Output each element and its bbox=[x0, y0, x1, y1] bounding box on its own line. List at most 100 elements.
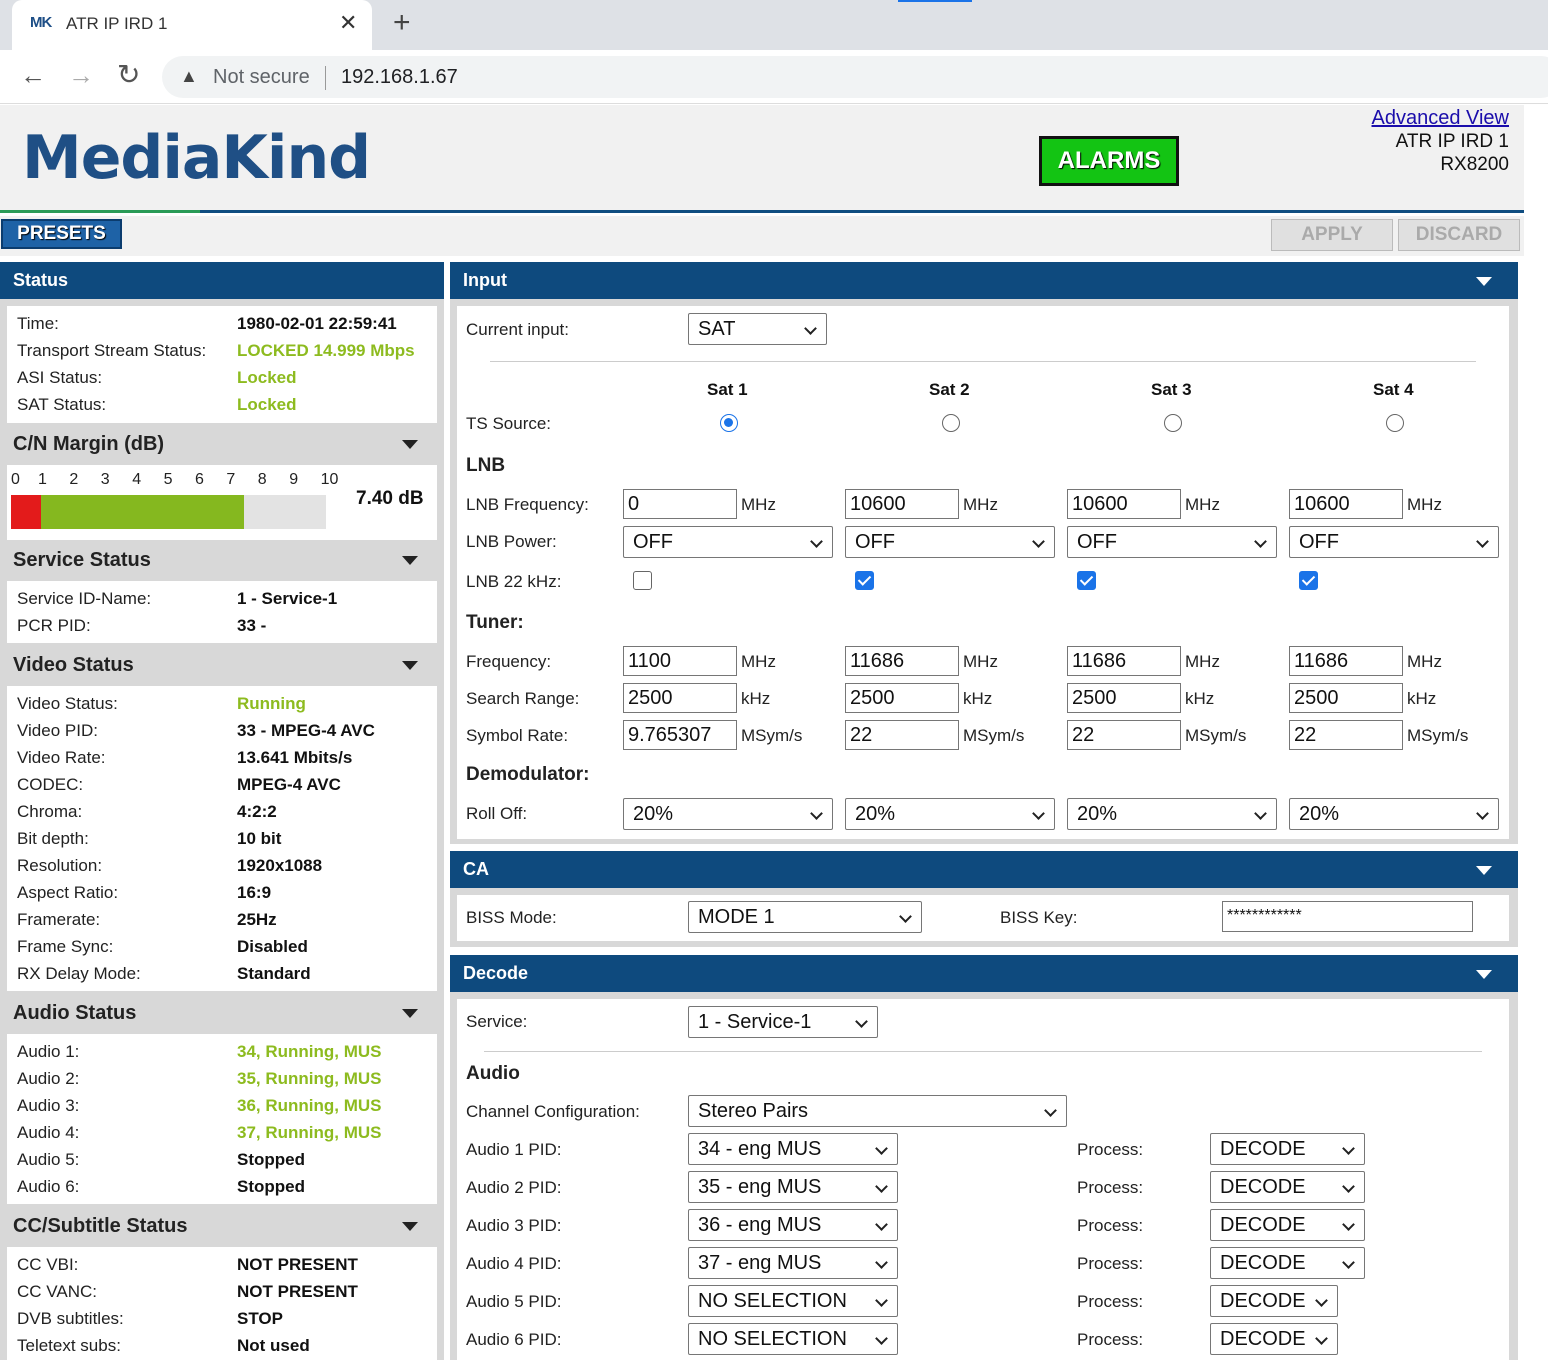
ca-header[interactable]: CA bbox=[450, 851, 1518, 888]
browser-tab[interactable]: MK ATR IP IRD 1 ✕ bbox=[12, 0, 372, 50]
frequency-input[interactable]: 11686 bbox=[1067, 646, 1181, 676]
close-tab-icon[interactable]: ✕ bbox=[339, 10, 358, 35]
collapse-icon[interactable] bbox=[1476, 970, 1492, 979]
lnb-22khz-checkbox[interactable] bbox=[1299, 571, 1318, 590]
collapse-icon[interactable] bbox=[402, 556, 418, 565]
tab-title: ATR IP IRD 1 bbox=[66, 14, 168, 33]
symbol-rate-input[interactable]: 22 bbox=[1289, 720, 1403, 750]
ca-box: BISS Mode: MODE 1 BISS Key: ************ bbox=[457, 895, 1509, 941]
cn-margin-header[interactable]: C/N Margin (dB) bbox=[0, 424, 444, 464]
lnb-frequency-input[interactable]: 10600 bbox=[1289, 489, 1403, 519]
mhz-unit: MHz bbox=[1185, 495, 1220, 514]
status-label: DVB subtitles: bbox=[17, 1309, 124, 1328]
browser-tab-bar: MK ATR IP IRD 1 ✕ + bbox=[0, 0, 1548, 50]
warning-icon[interactable]: ▲ bbox=[180, 66, 198, 86]
status-value: Standard bbox=[237, 964, 311, 983]
audio-pid-select[interactable]: 37 - eng MUS bbox=[688, 1247, 898, 1279]
process-select[interactable]: DECODE bbox=[1210, 1323, 1338, 1355]
cc-status-header[interactable]: CC/Subtitle Status bbox=[0, 1206, 444, 1246]
new-tab-icon[interactable]: + bbox=[393, 6, 411, 39]
biss-key-input[interactable]: ************ bbox=[1222, 901, 1473, 932]
collapse-icon[interactable] bbox=[402, 1009, 418, 1018]
current-input-select[interactable]: SAT bbox=[688, 313, 827, 345]
process-select[interactable]: DECODE bbox=[1210, 1171, 1365, 1203]
collapse-icon[interactable] bbox=[402, 661, 418, 670]
collapse-icon[interactable] bbox=[402, 440, 418, 449]
lnb-power-select[interactable]: OFF bbox=[1067, 526, 1277, 558]
alarms-button[interactable]: ALARMS bbox=[1039, 136, 1179, 186]
discard-button[interactable]: DISCARD bbox=[1398, 219, 1520, 251]
audio-pid-label: Audio 4 PID: bbox=[466, 1254, 562, 1273]
reload-icon[interactable]: ↻ bbox=[117, 59, 141, 90]
lnb-power-select[interactable]: OFF bbox=[623, 526, 833, 558]
roll-off-select[interactable]: 20% bbox=[845, 798, 1055, 830]
status-value: 34, Running, MUS bbox=[237, 1042, 382, 1061]
process-select[interactable]: DECODE bbox=[1210, 1209, 1365, 1241]
collapse-icon[interactable] bbox=[1476, 866, 1492, 875]
ts-source-radio[interactable] bbox=[1386, 414, 1404, 432]
symbol-rate-input[interactable]: 22 bbox=[1067, 720, 1181, 750]
apply-button[interactable]: APPLY bbox=[1271, 219, 1393, 251]
status-label: Transport Stream Status: bbox=[17, 341, 207, 360]
video-status-title: Video Status bbox=[13, 654, 134, 676]
collapse-icon[interactable] bbox=[402, 1222, 418, 1231]
status-value: Locked bbox=[237, 395, 297, 414]
forward-icon[interactable]: → bbox=[68, 60, 94, 90]
lnb-frequency-input[interactable]: 0 bbox=[623, 489, 737, 519]
ts-source-label: TS Source: bbox=[466, 414, 552, 433]
audio-pid-select[interactable]: 34 - eng MUS bbox=[688, 1133, 898, 1165]
decode-header[interactable]: Decode bbox=[450, 955, 1518, 992]
lnb-power-select[interactable]: OFF bbox=[845, 526, 1055, 558]
symbol-rate-input[interactable]: 22 bbox=[845, 720, 959, 750]
roll-off-select[interactable]: 20% bbox=[1067, 798, 1277, 830]
frequency-input[interactable]: 1100 bbox=[623, 646, 737, 676]
roll-off-select[interactable]: 20% bbox=[623, 798, 833, 830]
address-bar[interactable]: ▲ Not secure 192.168.1.67 bbox=[162, 56, 1548, 98]
advanced-view-link[interactable]: Advanced View bbox=[1371, 107, 1510, 129]
lnb-22khz-checkbox[interactable] bbox=[633, 571, 652, 590]
lnb-frequency-input[interactable]: 10600 bbox=[845, 489, 959, 519]
roll-off-select[interactable]: 20% bbox=[1289, 798, 1499, 830]
channel-configuration-select[interactable]: Stereo Pairs bbox=[688, 1095, 1067, 1127]
search-range-input[interactable]: 2500 bbox=[623, 683, 737, 713]
search-range-input[interactable]: 2500 bbox=[1067, 683, 1181, 713]
lnb-frequency-input[interactable]: 10600 bbox=[1067, 489, 1181, 519]
process-select[interactable]: DECODE bbox=[1210, 1247, 1365, 1279]
cn-tick-label: 1 bbox=[38, 471, 47, 488]
service-status-header[interactable]: Service Status bbox=[0, 540, 444, 580]
lnb-power-select[interactable]: OFF bbox=[1289, 526, 1499, 558]
search-range-input[interactable]: 2500 bbox=[1289, 683, 1403, 713]
process-select[interactable]: DECODE bbox=[1210, 1133, 1365, 1165]
not-secure-label[interactable]: Not secure bbox=[213, 66, 310, 88]
collapse-icon[interactable] bbox=[1476, 277, 1492, 286]
frequency-input[interactable]: 11686 bbox=[845, 646, 959, 676]
symbol-rate-input[interactable]: 9.765307 bbox=[623, 720, 737, 750]
audio-status-header[interactable]: Audio Status bbox=[0, 993, 444, 1033]
process-select[interactable]: DECODE bbox=[1210, 1285, 1338, 1317]
lnb-22khz-checkbox[interactable] bbox=[855, 571, 874, 590]
lnb-22khz-checkbox[interactable] bbox=[1077, 571, 1096, 590]
status-value: Stopped bbox=[237, 1150, 305, 1169]
ts-source-radio[interactable] bbox=[720, 414, 738, 432]
ts-source-radio[interactable] bbox=[942, 414, 960, 432]
status-value: Running bbox=[237, 694, 306, 713]
service-select[interactable]: 1 - Service-1 bbox=[688, 1006, 878, 1038]
audio-pid-select[interactable]: 35 - eng MUS bbox=[688, 1171, 898, 1203]
frequency-input[interactable]: 11686 bbox=[1289, 646, 1403, 676]
audio-pid-label: Audio 5 PID: bbox=[466, 1292, 562, 1311]
audio-pid-select[interactable]: NO SELECTION bbox=[688, 1323, 898, 1355]
audio-pid-select[interactable]: 36 - eng MUS bbox=[688, 1209, 898, 1241]
presets-button[interactable]: PRESETS bbox=[1, 219, 122, 249]
status-value: 25Hz bbox=[237, 910, 277, 929]
video-status-header[interactable]: Video Status bbox=[0, 645, 444, 685]
input-header[interactable]: Input bbox=[450, 262, 1518, 299]
input-title: Input bbox=[463, 270, 507, 290]
cn-tick-label: 2 bbox=[69, 471, 79, 488]
back-icon[interactable]: ← bbox=[20, 60, 46, 90]
sat-header: Sat 3 bbox=[1151, 380, 1192, 399]
url-text[interactable]: 192.168.1.67 bbox=[341, 66, 458, 88]
audio-pid-select[interactable]: NO SELECTION bbox=[688, 1285, 898, 1317]
ts-source-radio[interactable] bbox=[1164, 414, 1182, 432]
biss-mode-select[interactable]: MODE 1 bbox=[688, 901, 922, 933]
search-range-input[interactable]: 2500 bbox=[845, 683, 959, 713]
